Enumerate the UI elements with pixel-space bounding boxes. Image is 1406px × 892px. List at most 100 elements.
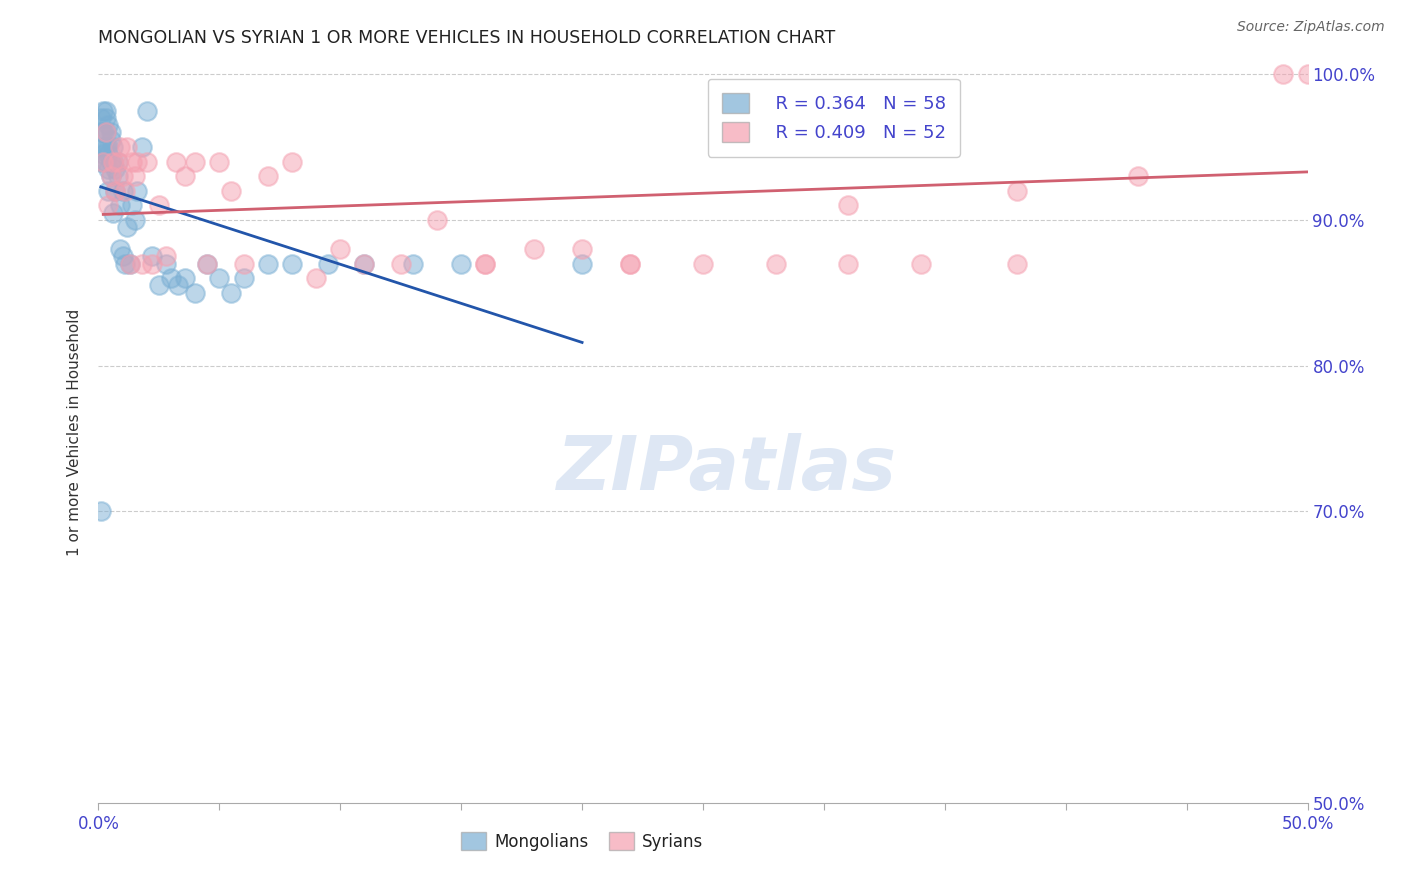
Point [135, 103, 157, 118]
Point [121, 154, 143, 169]
Point [107, 169, 129, 183]
Point [160, 271, 183, 285]
Text: ZIPatlas: ZIPatlas [557, 434, 897, 506]
Point [127, 154, 149, 169]
Point [135, 154, 157, 169]
Point [837, 198, 859, 212]
Point [100, 154, 122, 169]
Point [114, 184, 136, 198]
Point [426, 212, 449, 227]
Point [118, 256, 141, 270]
Point [1128, 169, 1150, 183]
Point [108, 198, 131, 212]
Point [111, 169, 134, 183]
Point [141, 249, 163, 263]
Point [131, 256, 153, 270]
Point [124, 169, 146, 183]
Point [389, 256, 412, 270]
Point [329, 242, 352, 256]
Point [100, 125, 122, 139]
Point [232, 256, 254, 270]
Point [692, 256, 714, 270]
Point [104, 161, 127, 176]
Point [91, 140, 114, 154]
Point [195, 256, 218, 270]
Point [256, 256, 278, 270]
Point [174, 271, 197, 285]
Point [165, 154, 187, 169]
Point [571, 256, 593, 270]
Point [94, 154, 117, 169]
Point [90, 125, 112, 139]
Point [571, 242, 593, 256]
Point [619, 256, 641, 270]
Point [91, 103, 114, 118]
Point [117, 220, 139, 235]
Point [124, 212, 146, 227]
Point [111, 184, 134, 198]
Point [155, 256, 177, 270]
Point [101, 154, 124, 169]
Point [221, 184, 243, 198]
Point [100, 133, 122, 147]
Point [121, 198, 143, 212]
Point [108, 140, 131, 154]
Point [97, 140, 120, 154]
Point [94, 125, 117, 139]
Y-axis label: 1 or more Vehicles in Household: 1 or more Vehicles in Household [67, 309, 83, 557]
Point [111, 249, 134, 263]
Point [118, 256, 141, 270]
Point [107, 154, 129, 169]
Point [91, 154, 114, 169]
Point [108, 242, 131, 256]
Point [221, 285, 243, 300]
Point [184, 154, 207, 169]
Text: MONGOLIAN VS SYRIAN 1 OR MORE VEHICLES IN HOUSEHOLD CORRELATION CHART: MONGOLIAN VS SYRIAN 1 OR MORE VEHICLES I… [98, 29, 835, 47]
Point [104, 184, 127, 198]
Point [316, 256, 339, 270]
Legend: Mongolians, Syrians: Mongolians, Syrians [454, 825, 710, 857]
Point [97, 161, 120, 176]
Point [353, 256, 375, 270]
Point [353, 256, 375, 270]
Point [90, 111, 112, 125]
Point [97, 184, 120, 198]
Point [90, 504, 112, 518]
Point [523, 242, 546, 256]
Point [114, 256, 136, 270]
Point [195, 256, 218, 270]
Point [97, 118, 120, 132]
Point [104, 184, 127, 198]
Point [281, 256, 304, 270]
Point [184, 285, 207, 300]
Text: Source: ZipAtlas.com: Source: ZipAtlas.com [1237, 20, 1385, 34]
Point [101, 140, 124, 154]
Point [174, 169, 197, 183]
Point [127, 184, 149, 198]
Point [97, 198, 120, 212]
Point [101, 205, 124, 219]
Point [100, 169, 122, 183]
Point [91, 147, 114, 161]
Point [148, 198, 170, 212]
Point [94, 111, 117, 125]
Point [107, 154, 129, 169]
Point [148, 278, 170, 293]
Point [1007, 256, 1029, 270]
Point [97, 147, 120, 161]
Point [474, 256, 496, 270]
Point [1007, 184, 1029, 198]
Point [167, 278, 190, 293]
Point [208, 154, 231, 169]
Point [305, 271, 328, 285]
Point [281, 154, 304, 169]
Point [94, 140, 117, 154]
Point [155, 249, 177, 263]
Point [474, 256, 496, 270]
Point [208, 271, 231, 285]
Point [402, 256, 425, 270]
Point [256, 169, 278, 183]
Point [619, 256, 641, 270]
Point [94, 103, 117, 118]
Point [117, 140, 139, 154]
